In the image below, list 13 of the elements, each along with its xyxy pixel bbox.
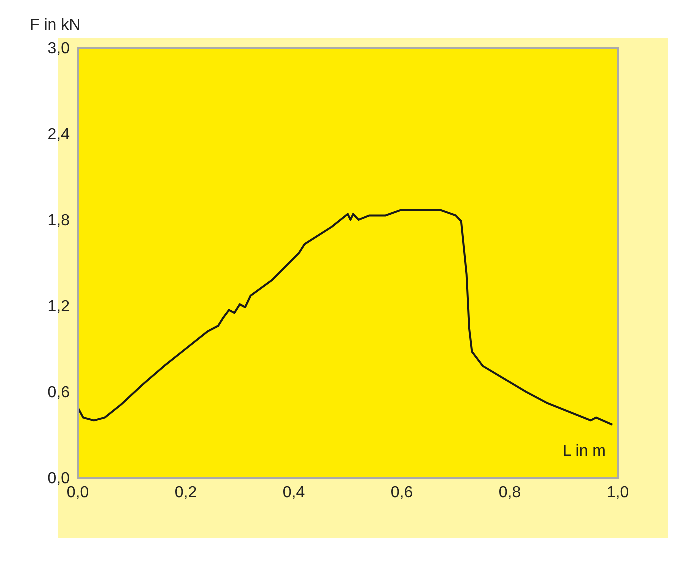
y-axis-title: F in kN <box>30 17 81 34</box>
x-tick-label: 0,2 <box>174 484 198 502</box>
y-tick-label: 1,2 <box>48 298 70 316</box>
y-tick-label: 0,6 <box>48 384 70 402</box>
y-tick-label: 3,0 <box>48 40 70 58</box>
x-tick-label: 0,4 <box>282 484 306 502</box>
x-tick-label: 1,0 <box>606 484 630 502</box>
x-axis-title: L in m <box>563 443 606 460</box>
x-tick-label: 0,8 <box>498 484 522 502</box>
y-tick-label: 1,8 <box>48 212 70 230</box>
line-series <box>78 208 614 426</box>
y-tick-label: 2,4 <box>48 126 70 144</box>
x-tick-label: 0,6 <box>390 484 414 502</box>
